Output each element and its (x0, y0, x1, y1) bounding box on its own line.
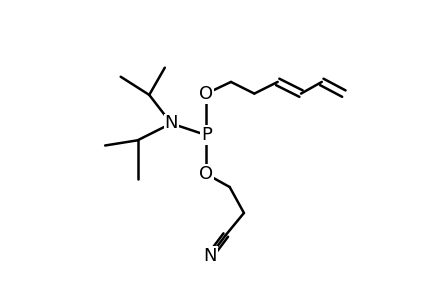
Text: O: O (199, 165, 213, 183)
Text: N: N (204, 247, 217, 265)
Text: P: P (201, 126, 212, 144)
Text: N: N (164, 114, 178, 132)
Text: O: O (199, 85, 213, 103)
